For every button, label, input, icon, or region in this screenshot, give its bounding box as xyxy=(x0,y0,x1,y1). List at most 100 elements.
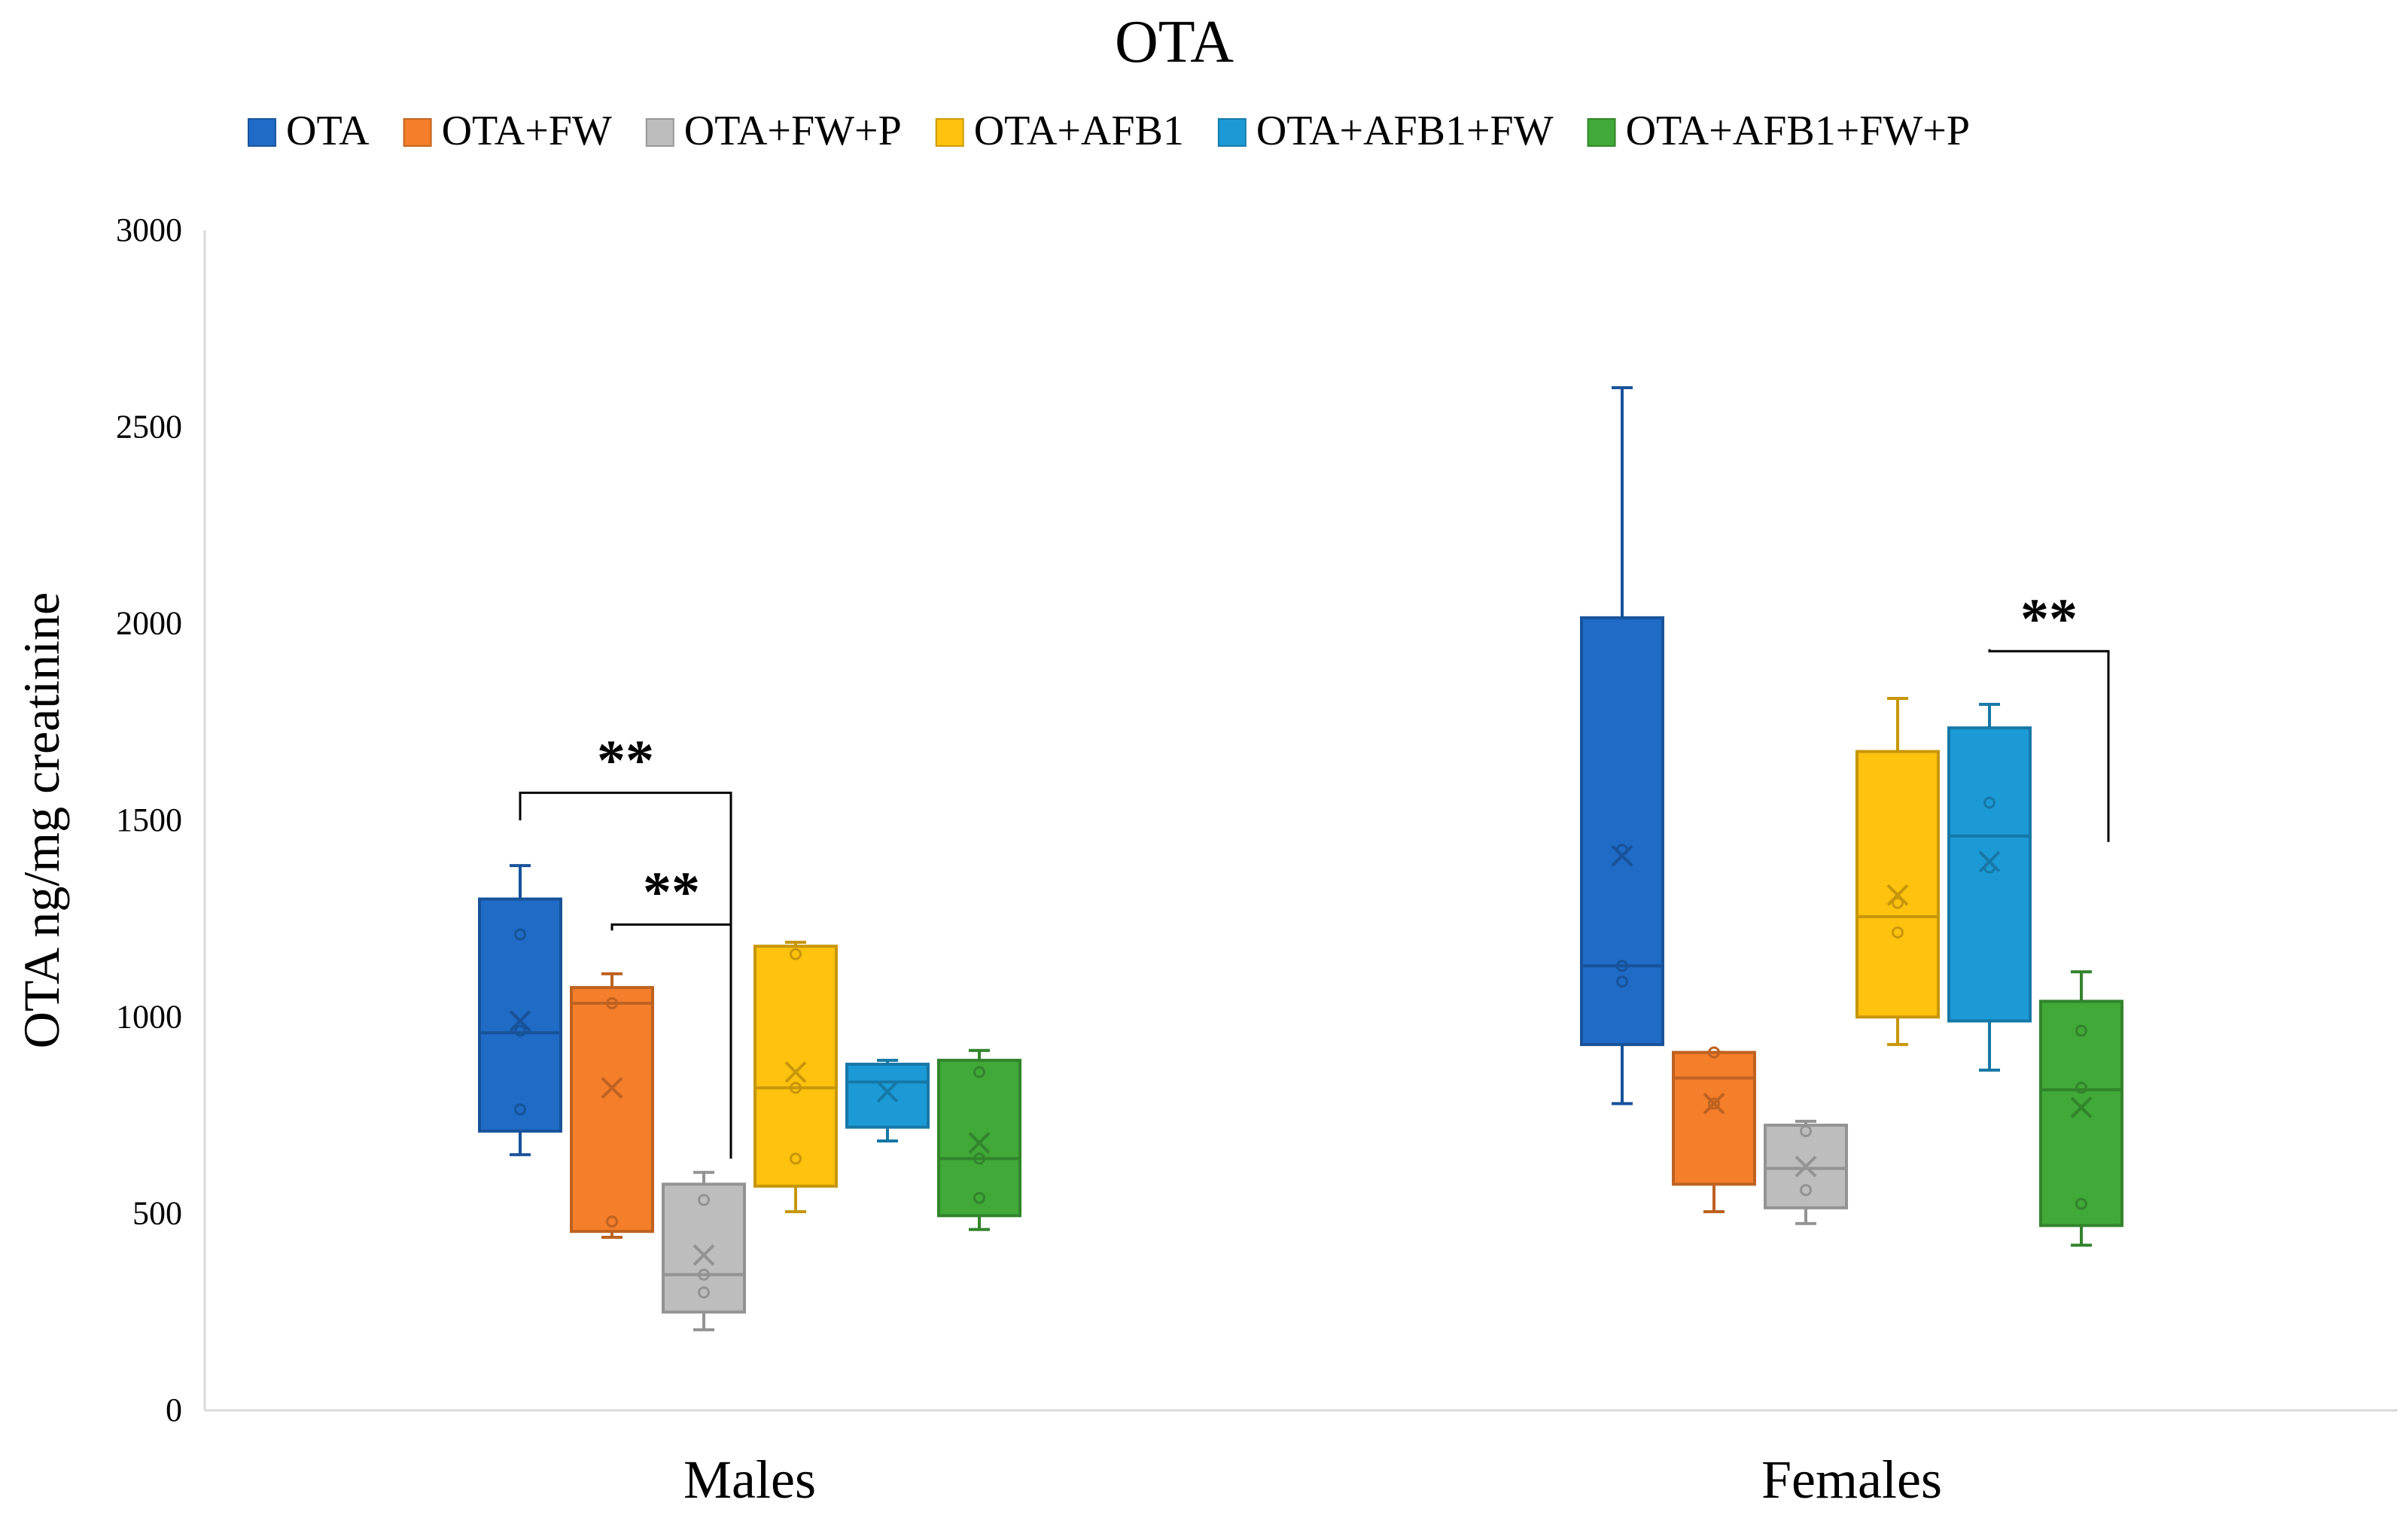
legend-item: OTA xyxy=(248,108,370,154)
data-point xyxy=(1800,1124,1812,1137)
significance-label: ** xyxy=(2020,587,2078,650)
mean-marker xyxy=(876,1081,899,1103)
box-iqr xyxy=(662,1182,746,1314)
box-females-4 xyxy=(1947,702,2032,1072)
mean-marker xyxy=(784,1061,807,1083)
mean-marker xyxy=(1886,884,1909,906)
legend-swatch xyxy=(248,118,276,147)
data-point xyxy=(2075,1024,2087,1037)
legend-item: OTA+FW xyxy=(403,108,612,154)
legend-label: OTA xyxy=(286,108,370,154)
data-point xyxy=(973,1152,985,1165)
data-point xyxy=(790,1081,802,1094)
data-point xyxy=(514,1024,526,1037)
chart-title: OTA xyxy=(1115,9,1234,75)
legend-label: OTA+AFB1 xyxy=(974,108,1184,154)
box-females-5 xyxy=(2039,970,2123,1247)
mean-marker xyxy=(1611,844,1633,867)
legend-item: OTA+AFB1+FW+P xyxy=(1587,108,1970,154)
significance-annotations: ** ** ** xyxy=(519,587,2110,1159)
box-iqr xyxy=(2039,999,2123,1228)
data-point xyxy=(1800,1184,1812,1197)
y-tick-label: 3000 xyxy=(116,211,182,248)
box-males-0 xyxy=(478,864,562,1157)
legend-swatch xyxy=(1217,118,1247,147)
box-iqr xyxy=(753,945,838,1188)
mean-marker xyxy=(1978,850,2001,873)
mean-marker xyxy=(968,1132,991,1155)
data-point xyxy=(514,928,526,941)
x-category-label: Males xyxy=(683,1450,816,1510)
data-point xyxy=(973,1191,985,1204)
y-tick-label: 1000 xyxy=(116,998,182,1035)
data-point xyxy=(1616,960,1628,972)
legend-item: OTA+AFB1+FW xyxy=(1217,108,1554,154)
box-females-2 xyxy=(1764,1119,1848,1225)
box-females-3 xyxy=(1855,696,1940,1046)
bracket-line xyxy=(1988,649,2110,842)
x-category-label: Females xyxy=(1761,1450,1942,1510)
y-tick-label: 2000 xyxy=(116,605,182,642)
bracket-line xyxy=(610,923,732,1115)
box-males-3 xyxy=(753,941,838,1214)
box-iqr xyxy=(1672,1051,1756,1186)
data-point xyxy=(1892,926,1904,939)
data-point xyxy=(1892,896,1904,909)
mean-marker xyxy=(1795,1155,1817,1178)
data-point xyxy=(698,1268,710,1281)
legend: OTA OTA+FW OTA+FW+P OTA+AFB1 OTA+AFB1+FW OTA+… xyxy=(248,108,1970,154)
data-point xyxy=(698,1194,710,1206)
box-females-0 xyxy=(1580,386,1664,1106)
legend-swatch xyxy=(1587,118,1616,147)
mean-marker xyxy=(693,1244,715,1266)
box-iqr xyxy=(478,897,562,1133)
mean-marker xyxy=(509,1010,531,1032)
y-tick-label: 500 xyxy=(132,1195,182,1232)
data-point xyxy=(606,1215,618,1228)
mean-marker xyxy=(601,1076,623,1099)
data-point xyxy=(2075,1081,2087,1094)
legend-label: OTA+AFB1+FW xyxy=(1256,108,1554,154)
data-point xyxy=(698,1286,710,1299)
significance-bracket: ** xyxy=(610,861,732,1115)
plot-area xyxy=(478,386,2123,1331)
legend-item: OTA+FW+P xyxy=(645,108,902,154)
legend-item: OTA+AFB1 xyxy=(935,108,1184,154)
legend-swatch xyxy=(403,118,432,147)
box-iqr xyxy=(1947,726,2032,1023)
box-males-1 xyxy=(570,972,654,1240)
data-point xyxy=(790,1152,802,1165)
data-point xyxy=(1708,1097,1720,1110)
legend-label: OTA+FW+P xyxy=(684,108,902,154)
box-iqr xyxy=(1855,750,1940,1019)
data-point xyxy=(606,997,618,1010)
box-iqr xyxy=(570,986,654,1234)
y-axis-label: OTA ng/mg creatinine xyxy=(13,592,70,1048)
data-point xyxy=(790,948,802,960)
data-point xyxy=(1983,796,1996,809)
box-males-2 xyxy=(662,1170,746,1331)
axes: 0 500 1000 1500 2000 2500 3000 Males Females xyxy=(116,211,2397,1510)
legend-swatch xyxy=(645,118,674,147)
data-point xyxy=(1708,1046,1720,1059)
box-iqr xyxy=(937,1058,1021,1218)
significance-label: ** xyxy=(643,861,700,924)
legend-label: OTA+FW xyxy=(442,108,612,154)
data-point xyxy=(2075,1197,2087,1210)
box-iqr xyxy=(845,1063,930,1129)
mean-marker xyxy=(2070,1097,2093,1118)
significance-label: ** xyxy=(597,729,654,792)
box-males-4 xyxy=(845,1058,930,1142)
mean-marker xyxy=(1703,1092,1725,1115)
box-females-1 xyxy=(1672,1046,1756,1214)
significance-bracket: ** xyxy=(1988,587,2110,842)
y-tick-label: 2500 xyxy=(116,408,182,445)
legend-label: OTA+AFB1+FW+P xyxy=(1626,108,1970,154)
box-males-5 xyxy=(937,1048,1021,1231)
y-tick-label: 0 xyxy=(166,1392,182,1428)
data-point xyxy=(973,1066,985,1078)
box-iqr xyxy=(1580,616,1664,1046)
y-tick-label: 1500 xyxy=(116,802,182,838)
